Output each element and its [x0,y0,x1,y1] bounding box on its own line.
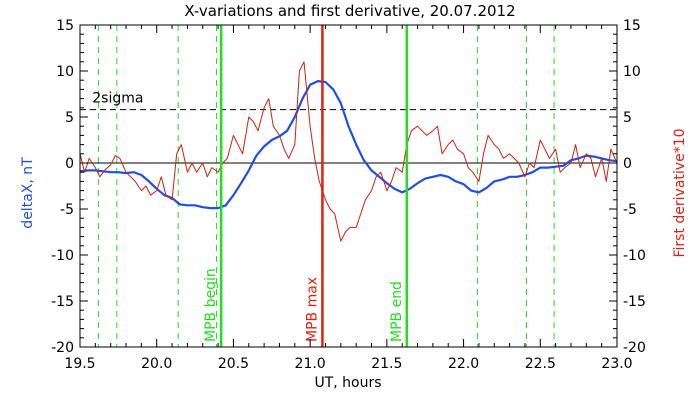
deltax-series-line [79,79,618,210]
x-axis-label: UT, hours [314,375,381,391]
chart-title: X-variations and first derivative, 20.07… [184,2,515,20]
derivative-series-line [79,61,618,242]
y-tick-label-right: 10 [623,64,641,80]
y-tick-label-left: -5 [60,202,74,218]
y-tick-label-right: -10 [623,248,646,264]
y-tick-label-left: 10 [56,64,74,80]
x-tick-label: 21.0 [295,356,326,372]
right-axis-label: First derivative*10 [672,128,688,257]
y-tick-label-left: 15 [56,18,74,34]
marker-label: MPB begin [203,268,219,342]
marker-label: MPB max [304,277,320,342]
x-tick-label: 20.5 [218,356,249,372]
x-tick-label: 20.0 [141,356,172,372]
y-tick-label-right: -20 [623,340,646,356]
y-tick-label-left: 5 [65,110,74,126]
threshold-label: 2sigma [92,91,143,107]
x-tick-label: 23.0 [601,356,632,372]
y-tick-label-left: -20 [51,340,74,356]
y-tick-label-right: -5 [623,202,637,218]
plot-frame [79,24,618,348]
plot-area: 2sigma MPB begin MPB max MPB end 19.5 20.0 20.… [51,18,646,372]
x-tick-label: 19.5 [64,356,95,372]
x-tick-label: 22.0 [448,356,479,372]
y-tick-label-right: 15 [623,18,641,34]
y-tick-label-right: 5 [623,110,632,126]
left-axis-label: deltaX, nT [20,157,36,229]
x-tick-label: 21.5 [371,356,402,372]
y-tick-label-left: 0 [65,156,74,172]
y-tick-label-left: -15 [51,294,74,310]
y-tick-label-right: -15 [623,294,646,310]
y-tick-label-left: -10 [51,248,74,264]
x-tick-label: 22.5 [525,356,556,372]
y-tick-label-right: 0 [623,156,632,172]
marker-label: MPB end [389,281,405,342]
